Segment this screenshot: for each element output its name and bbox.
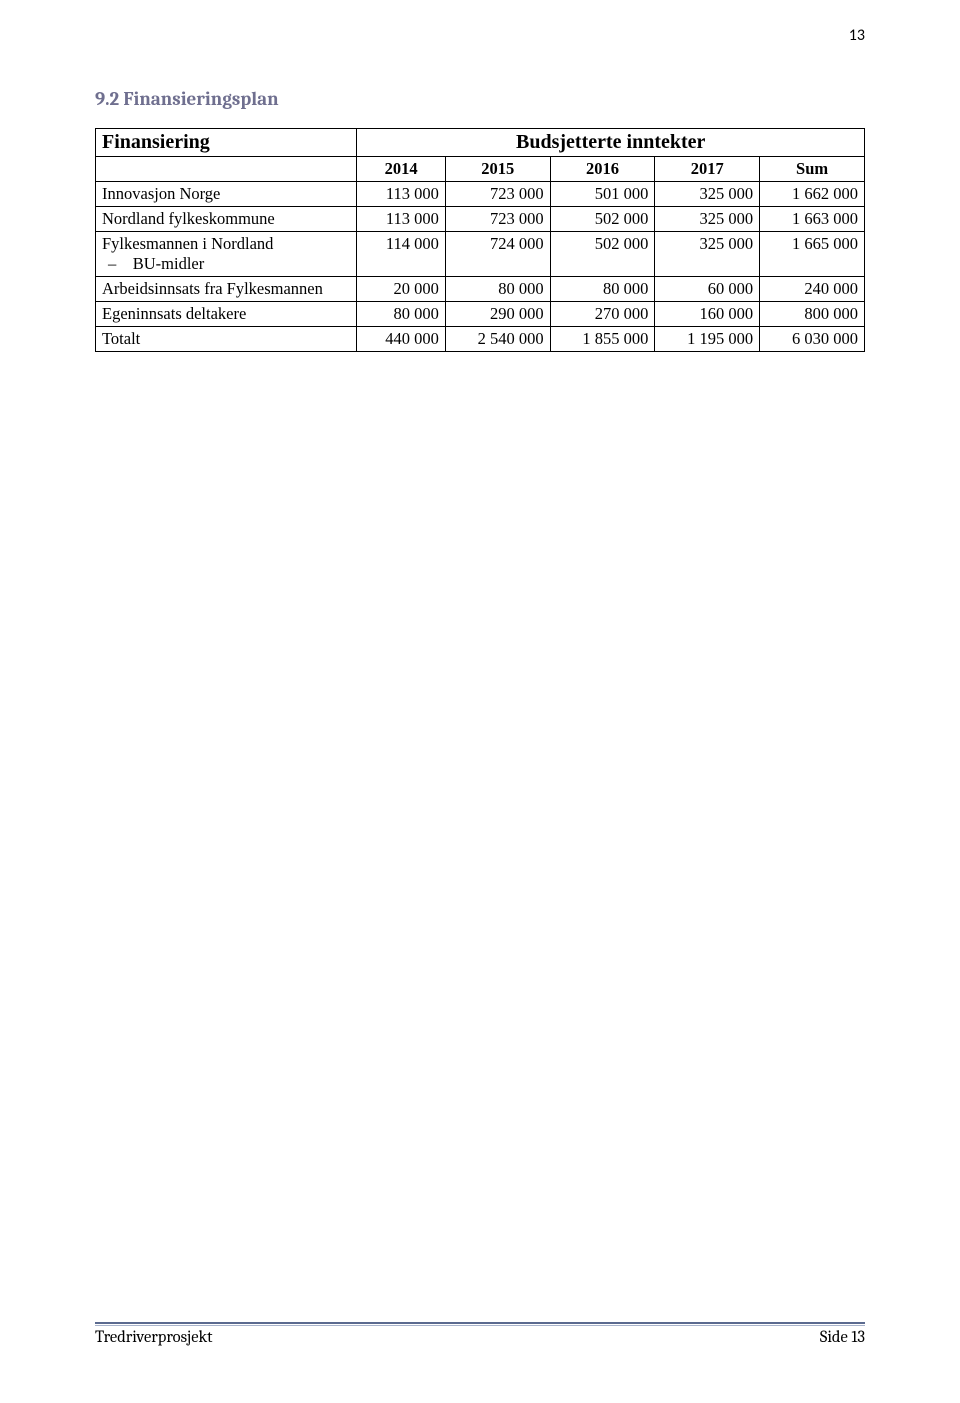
page-footer: Tredriverprosjekt Side 13: [95, 1322, 865, 1347]
row-value: 6 030 000: [760, 327, 865, 352]
row-label: Egeninnsats deltakere: [96, 302, 357, 327]
year-col-0: 2014: [357, 157, 445, 182]
row-value: 723 000: [445, 182, 550, 207]
row-label-main: Fylkesmannen i Nordland: [102, 234, 273, 253]
row-value: 325 000: [655, 232, 760, 277]
page: 13 9.2 Finansieringsplan Finansiering Bu…: [0, 0, 960, 1403]
row-value: 80 000: [357, 302, 445, 327]
row-value: 724 000: [445, 232, 550, 277]
row-value: 325 000: [655, 207, 760, 232]
row-value: 160 000: [655, 302, 760, 327]
table-row: Arbeidsinnsats fra Fylkesmannen 20 000 8…: [96, 277, 865, 302]
row-value: 60 000: [655, 277, 760, 302]
row-value: 2 540 000: [445, 327, 550, 352]
row-value: 1 662 000: [760, 182, 865, 207]
page-number-top: 13: [849, 26, 865, 45]
row-value: 800 000: [760, 302, 865, 327]
footer-right: Side 13: [820, 1328, 865, 1347]
row-value: 723 000: [445, 207, 550, 232]
table-row: Fylkesmannen i Nordland – BU-midler 114 …: [96, 232, 865, 277]
row-value: 20 000: [357, 277, 445, 302]
row-label: Innovasjon Norge: [96, 182, 357, 207]
row-label: Totalt: [96, 327, 357, 352]
year-col-2: 2016: [550, 157, 655, 182]
row-value: 270 000: [550, 302, 655, 327]
row-label: Nordland fylkeskommune: [96, 207, 357, 232]
table-row-total: Totalt 440 000 2 540 000 1 855 000 1 195…: [96, 327, 865, 352]
row-value: 1 663 000: [760, 207, 865, 232]
table-year-empty: [96, 157, 357, 182]
row-value: 502 000: [550, 207, 655, 232]
year-col-3: 2017: [655, 157, 760, 182]
row-value: 501 000: [550, 182, 655, 207]
table-header-left: Finansiering: [96, 129, 357, 157]
table-row: Nordland fylkeskommune 113 000 723 000 5…: [96, 207, 865, 232]
row-value: 1 855 000: [550, 327, 655, 352]
footer-left: Tredriverprosjekt: [95, 1328, 213, 1347]
row-value: 80 000: [550, 277, 655, 302]
row-label: Arbeidsinnsats fra Fylkesmannen: [96, 277, 357, 302]
row-value: 1 195 000: [655, 327, 760, 352]
row-label-sub: – BU-midler: [102, 254, 204, 273]
year-col-4: Sum: [760, 157, 865, 182]
table-row: Innovasjon Norge 113 000 723 000 501 000…: [96, 182, 865, 207]
row-label: Fylkesmannen i Nordland – BU-midler: [96, 232, 357, 277]
row-value: 1 665 000: [760, 232, 865, 277]
row-value: 440 000: [357, 327, 445, 352]
row-value: 325 000: [655, 182, 760, 207]
footer-line: Tredriverprosjekt Side 13: [95, 1328, 865, 1347]
year-col-1: 2015: [445, 157, 550, 182]
footer-rule: [95, 1322, 865, 1326]
row-value: 113 000: [357, 207, 445, 232]
table-header-right: Budsjetterte inntekter: [357, 129, 865, 157]
section-heading: 9.2 Finansieringsplan: [95, 88, 865, 110]
table-row: Egeninnsats deltakere 80 000 290 000 270…: [96, 302, 865, 327]
table-header-row: Finansiering Budsjetterte inntekter: [96, 129, 865, 157]
row-value: 240 000: [760, 277, 865, 302]
row-value: 114 000: [357, 232, 445, 277]
row-value: 502 000: [550, 232, 655, 277]
row-value: 113 000: [357, 182, 445, 207]
table-year-row: 2014 2015 2016 2017 Sum: [96, 157, 865, 182]
financing-table: Finansiering Budsjetterte inntekter 2014…: [95, 128, 865, 352]
row-value: 290 000: [445, 302, 550, 327]
row-value: 80 000: [445, 277, 550, 302]
